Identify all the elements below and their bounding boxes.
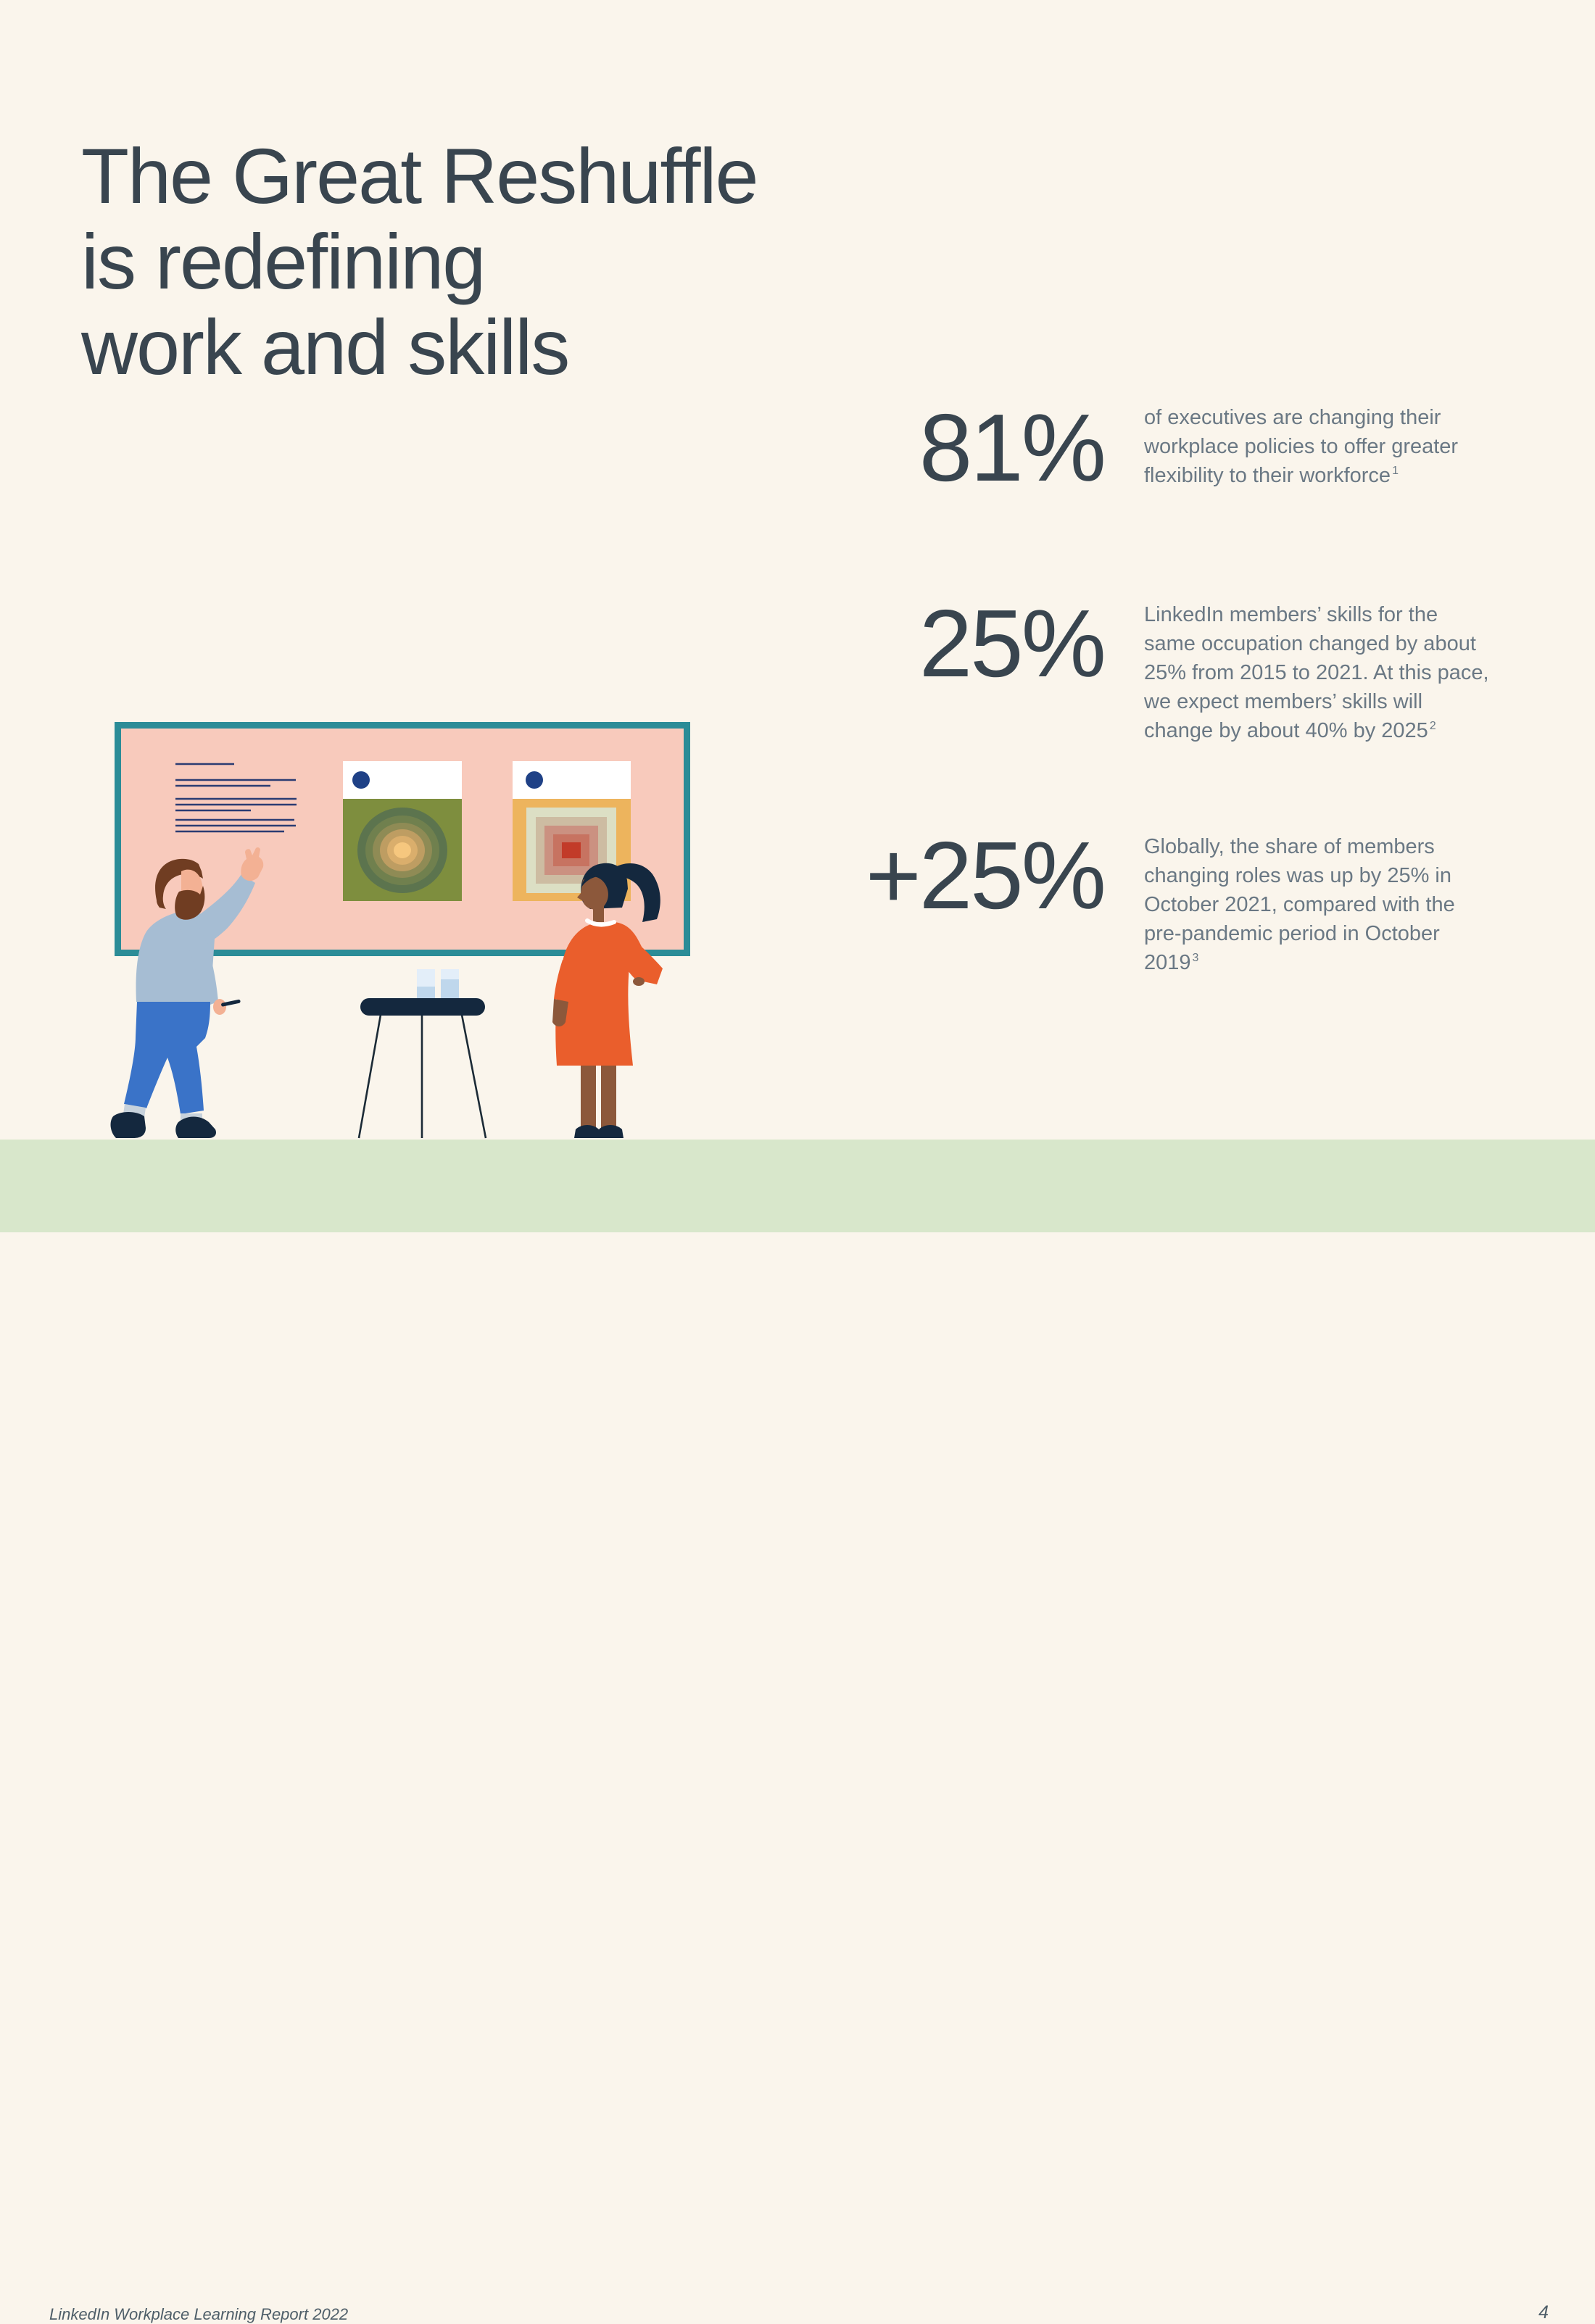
- man-shoe-right: [175, 1116, 216, 1138]
- page-title-line-3: work and skills: [81, 303, 570, 391]
- marker-pen: [221, 999, 241, 1007]
- table-legs: [357, 1014, 487, 1139]
- woman-sleeve-left: [554, 960, 578, 1002]
- man-lowered-arm: [178, 915, 218, 1006]
- stat-description-text: LinkedIn members’ skills for the same oc…: [1144, 603, 1489, 742]
- woman-pearl-necklace: [585, 918, 616, 927]
- woman-neck: [593, 903, 604, 922]
- table-top: [360, 998, 485, 1016]
- woman-forearm-left: [552, 999, 568, 1026]
- stat-description: of executives are changing their workpla…: [1144, 403, 1491, 490]
- woman-ponytail: [613, 863, 660, 922]
- man-raised-hand: [241, 847, 264, 881]
- woman-viewing: [552, 863, 663, 1138]
- woman-arm-akimbo: [616, 932, 663, 984]
- report-page: { "page": { "title_lines": ["The Great R…: [0, 132, 1595, 2323]
- woman-leg-left: [581, 1066, 596, 1129]
- man-beard: [175, 886, 205, 920]
- woman-shoe-right: [597, 1125, 624, 1138]
- woman-face: [581, 876, 608, 910]
- stat-description-text: of executives are changing their workpla…: [1144, 406, 1459, 487]
- gallery-scene-illustration: [110, 722, 690, 1139]
- man-presenting: [110, 847, 264, 1138]
- woman-hair-fringe: [581, 871, 608, 887]
- footnote-marker: 1: [1392, 465, 1399, 478]
- footnote-marker: 2: [1429, 720, 1436, 733]
- page-title: The Great Reshuffle is redefining work a…: [81, 132, 759, 391]
- stat-value: +25%: [865, 822, 1106, 929]
- card-dot-icon: [526, 771, 543, 789]
- board-text-lines: [175, 763, 297, 833]
- artwork-card-circles: [343, 761, 462, 901]
- page-title-line-1: The Great Reshuffle: [81, 132, 759, 220]
- woman-hand-on-hip: [633, 977, 645, 986]
- stat-description: Globally, the share of members changing …: [1144, 832, 1491, 977]
- stat-value: 81%: [919, 394, 1106, 501]
- footer-source-text: LinkedIn Workplace Learning Report 2022: [49, 2305, 349, 2323]
- card-dot-icon: [352, 771, 370, 789]
- page-number: 4: [1538, 2302, 1549, 2323]
- man-pants: [124, 1002, 210, 1114]
- footnote-marker: 3: [1192, 952, 1199, 965]
- gallery-board: [115, 722, 690, 956]
- water-glasses: [417, 969, 459, 1000]
- woman-nose: [577, 892, 583, 901]
- page-title-line-2: is redefining: [81, 217, 486, 306]
- side-table: [357, 969, 487, 1139]
- man-hair-top: [167, 858, 202, 871]
- man-shoe-left: [110, 1112, 146, 1138]
- stat-value: 25%: [919, 590, 1106, 697]
- woman-shoe-left: [574, 1125, 600, 1138]
- woman-leg-right: [601, 1066, 616, 1129]
- footer-band: LinkedIn Workplace Learning Report 2022 …: [0, 1140, 1595, 2323]
- man-lowered-hand: [213, 999, 226, 1015]
- concentric-circles-art: [357, 808, 447, 893]
- stat-description-text: Globally, the share of members changing …: [1144, 835, 1455, 974]
- stat-description: LinkedIn members’ skills for the same oc…: [1144, 600, 1491, 745]
